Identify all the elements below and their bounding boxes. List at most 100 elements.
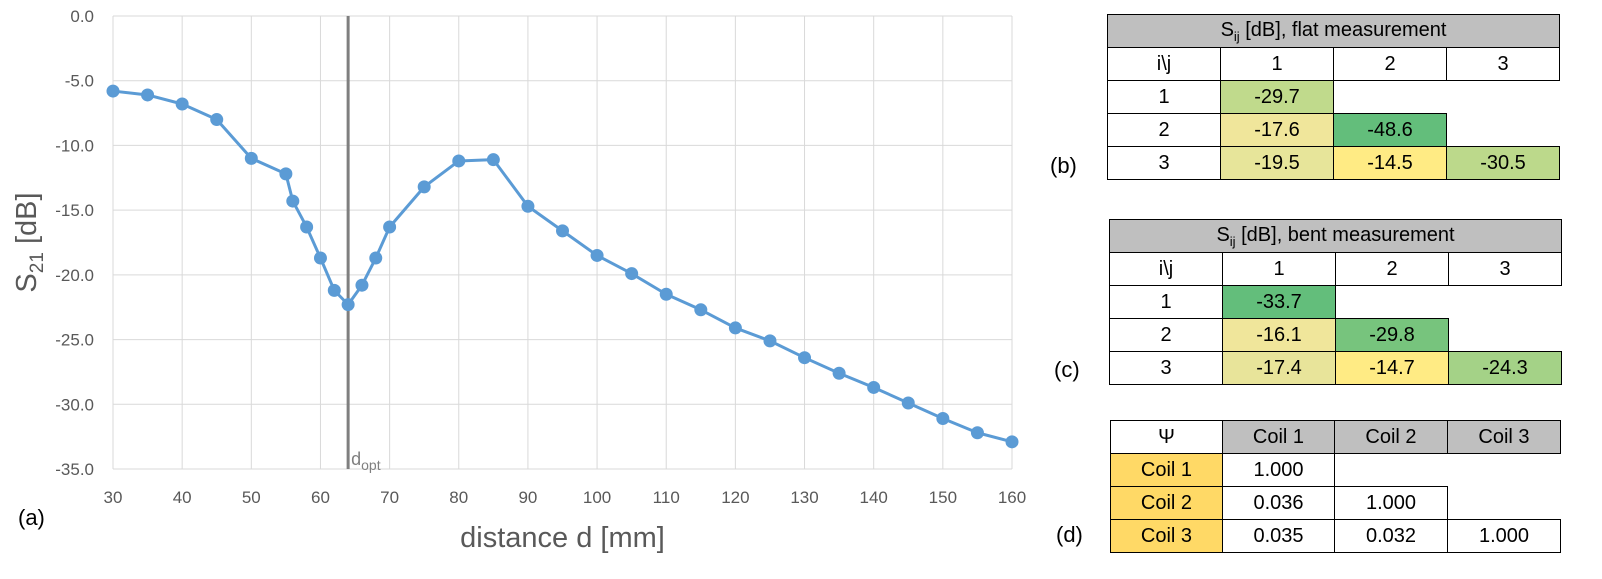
row-header: 3 [1107,146,1221,180]
x-tick-label: 110 [653,488,680,507]
data-point [901,396,915,410]
matrix-cell: 0.032 [1334,519,1448,553]
y-tick-label: -10.0 [55,136,94,155]
data-point [832,366,846,380]
data-point [590,248,604,262]
x-tick-label: 30 [104,488,123,507]
x-tick-label: 140 [860,488,888,507]
column-header: Coil 1 [1222,420,1335,454]
data-point [728,321,742,335]
x-tick-label: 60 [311,488,330,507]
matrix-cell: -19.5 [1220,146,1334,180]
empty-cell [1449,319,1562,352]
panel-label-a: (a) [18,505,45,530]
data-point [341,298,355,312]
row-header: 1 [1107,80,1221,114]
matrix-cell: -17.6 [1220,113,1334,147]
data-point [452,154,466,168]
data-point [210,113,224,127]
table-corner: Ψ [1110,420,1223,454]
y-tick-label: -20.0 [55,266,94,285]
row-header: Coil 3 [1110,519,1223,553]
matrix-cell: -14.5 [1333,146,1447,180]
data-point [355,278,369,292]
column-header: 1 [1222,252,1336,286]
x-tick-label: 150 [929,488,957,507]
matrix-cell: -16.1 [1222,318,1336,352]
data-point [970,426,984,440]
data-point [286,194,300,208]
data-point [369,251,383,265]
flat-measurement-table: Sij [dB], flat measurement i\j 1 2 3 1 -… [1106,14,1561,180]
empty-cell [1448,454,1561,487]
y-tick-label: -35.0 [55,460,94,479]
y-tick-label: -5.0 [65,72,94,91]
table-title: Sij [dB], flat measurement [1106,14,1561,48]
data-point [313,251,327,265]
table-corner: i\j [1109,252,1223,286]
empty-cell [1448,487,1561,520]
x-axis-title: distance d [mm] [460,522,665,554]
data-point [327,283,341,297]
empty-cell [1336,286,1449,319]
data-point [694,303,708,317]
x-tick-label: 50 [242,488,261,507]
panel-label-d: (d) [1056,522,1083,547]
x-tick-label: 120 [721,488,749,507]
data-point [486,153,500,167]
matrix-cell: -30.5 [1445,146,1561,180]
matrix-cell: 1.000 [1447,519,1561,553]
matrix-cell: -33.7 [1222,285,1336,319]
column-header: 2 [1333,47,1447,81]
coupling-table: Ψ Coil 1 Coil 2 Coil 3 Coil 1 1.000 Coil… [1110,420,1561,553]
column-header: 2 [1335,252,1449,286]
x-tick-label: 70 [380,488,399,507]
matrix-cell: 1.000 [1222,453,1335,487]
table-title: Sij [dB], bent measurement [1108,219,1563,253]
row-header: 2 [1109,318,1223,352]
dopt-label: dopt [351,449,381,473]
matrix-cell: 1.000 [1334,486,1448,520]
data-point [625,267,639,281]
table-corner: i\j [1107,47,1221,81]
panel-label-c: (c) [1054,357,1080,382]
bent-measurement-table: Sij [dB], bent measurement i\j 1 2 3 1 -… [1108,219,1563,385]
empty-cell [1447,114,1560,147]
matrix-cell: 0.035 [1222,519,1335,553]
matrix-cell: -24.3 [1447,351,1563,385]
y-tick-label: -25.0 [55,331,94,350]
data-point [244,151,258,165]
row-header: 1 [1109,285,1223,319]
x-tick-label: 80 [449,488,468,507]
data-point [1005,435,1019,449]
x-tick-label: 130 [790,488,818,507]
data-point [867,380,881,394]
row-header: Coil 2 [1110,486,1223,520]
data-point [936,412,950,426]
x-tick-label: 40 [173,488,192,507]
data-point [383,220,397,234]
empty-cell [1334,81,1447,114]
y-tick-label: -15.0 [55,201,94,220]
x-tick-label: 90 [518,488,537,507]
matrix-cell: -29.8 [1335,318,1449,352]
matrix-cell: -29.7 [1220,80,1334,114]
x-tick-label: 160 [998,488,1026,507]
column-header: 3 [1447,252,1563,286]
row-header: 2 [1107,113,1221,147]
matrix-cell: 0.036 [1222,486,1335,520]
column-header: Coil 3 [1447,420,1561,454]
data-point [141,88,155,102]
column-header: Coil 2 [1334,420,1448,454]
data-point [175,97,189,111]
matrix-cell: -17.4 [1222,351,1336,385]
row-header: Coil 1 [1110,453,1223,487]
empty-cell [1447,81,1560,114]
data-point [556,224,569,238]
y-axis-title: S21 [dB] [11,192,48,292]
s21-chart: 0.0 -5.0 -10.0 -15.0 -20.0 -25.0 -30.0 -35.0 30 4… [11,7,1026,554]
y-tick-label: 0.0 [70,7,94,26]
matrix-cell: -48.6 [1333,113,1447,147]
panel-label-b: (b) [1050,153,1077,178]
column-header: 3 [1445,47,1561,81]
